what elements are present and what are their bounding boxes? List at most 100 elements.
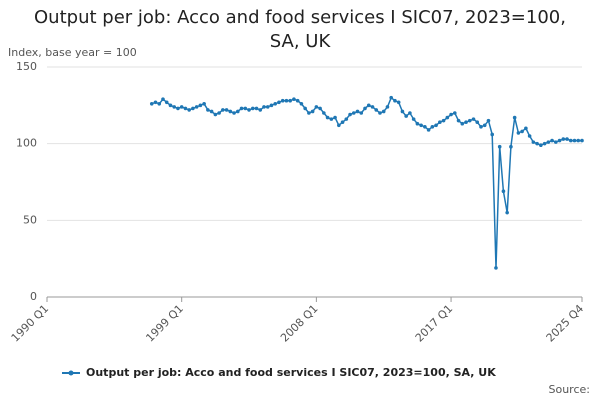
data-point (351, 111, 356, 115)
data-point (464, 120, 468, 124)
data-point (254, 106, 259, 111)
data-point (202, 102, 206, 106)
data-point (408, 111, 412, 115)
series-line (151, 96, 582, 268)
y-axis-label: Index, base year = 100 (8, 46, 137, 59)
data-point (557, 138, 562, 143)
data-point (149, 102, 154, 106)
data-point (179, 105, 184, 109)
data-point (400, 109, 405, 114)
data-point (524, 126, 528, 131)
data-point (359, 111, 364, 115)
data-point (322, 111, 326, 115)
data-point (303, 106, 307, 111)
data-point (486, 118, 491, 123)
data-point (381, 109, 386, 114)
data-point (520, 129, 524, 134)
data-point (411, 117, 416, 121)
data-point (580, 138, 584, 143)
data-point (576, 138, 581, 143)
data-point (460, 121, 465, 126)
data-point (449, 112, 453, 117)
data-point (568, 138, 573, 143)
data-point (565, 137, 569, 141)
data-point (527, 134, 532, 138)
data-point (393, 98, 397, 103)
data-point (243, 106, 248, 111)
data-point (348, 112, 352, 117)
data-point (355, 109, 360, 114)
data-point (318, 106, 322, 111)
data-point (273, 102, 278, 106)
data-point (292, 97, 296, 101)
data-point (430, 125, 435, 129)
data-point (198, 103, 203, 108)
chart-title: Output per job: Acco and food services I… (34, 7, 566, 52)
y-tick-label: 150 (16, 60, 37, 73)
data-point (183, 106, 188, 111)
y-tick-label: 0 (30, 290, 37, 303)
legend-marker (68, 370, 74, 376)
y-tick-label: 100 (16, 137, 37, 150)
data-point (445, 115, 450, 120)
data-point (299, 102, 304, 106)
data-point (535, 141, 539, 146)
data-point (385, 105, 390, 109)
data-point (366, 103, 371, 108)
data-point (467, 118, 472, 123)
data-point (434, 123, 438, 128)
data-point (217, 111, 221, 115)
data-point (370, 105, 375, 109)
data-point (333, 115, 337, 120)
data-point (307, 111, 311, 115)
data-point (161, 97, 165, 101)
legend-label: Output per job: Acco and food services I… (86, 366, 496, 379)
data-point (546, 140, 551, 144)
data-point (419, 123, 423, 128)
data-point (280, 98, 285, 103)
data-point (187, 108, 191, 112)
data-point (542, 141, 547, 146)
data-point (479, 125, 483, 129)
data-point (224, 108, 229, 112)
x-tick-label: 1999 Q1 (143, 302, 186, 345)
data-point (494, 266, 498, 270)
data-point (512, 115, 517, 120)
data-point (374, 108, 379, 112)
data-point (389, 95, 393, 100)
data-point (363, 106, 367, 111)
data-point (232, 111, 236, 115)
data-point (168, 103, 173, 108)
data-point (531, 140, 536, 144)
data-point (258, 108, 263, 112)
data-point (423, 125, 427, 129)
data-point (247, 108, 251, 112)
data-point (325, 115, 330, 120)
data-point (213, 112, 218, 117)
data-point (482, 123, 487, 128)
data-point (269, 103, 274, 108)
data-point (539, 143, 543, 147)
data-point (176, 106, 180, 111)
data-point (415, 121, 420, 126)
data-point (490, 132, 495, 137)
data-point (265, 105, 270, 109)
x-tick-label: 2017 Q1 (413, 302, 456, 345)
data-point (438, 120, 442, 124)
data-point (310, 109, 315, 114)
data-point (426, 128, 431, 132)
data-point (239, 106, 244, 111)
source: Source: (549, 383, 591, 396)
data-point (340, 120, 345, 124)
data-point (236, 109, 240, 114)
y-tick-label: 50 (23, 213, 37, 226)
data-point (505, 210, 509, 215)
x-tick-label: 2025 Q4 (544, 302, 587, 345)
data-point (396, 100, 401, 105)
data-point (191, 106, 195, 111)
data-point (471, 117, 476, 121)
data-point (475, 120, 480, 124)
data-point (516, 131, 521, 135)
